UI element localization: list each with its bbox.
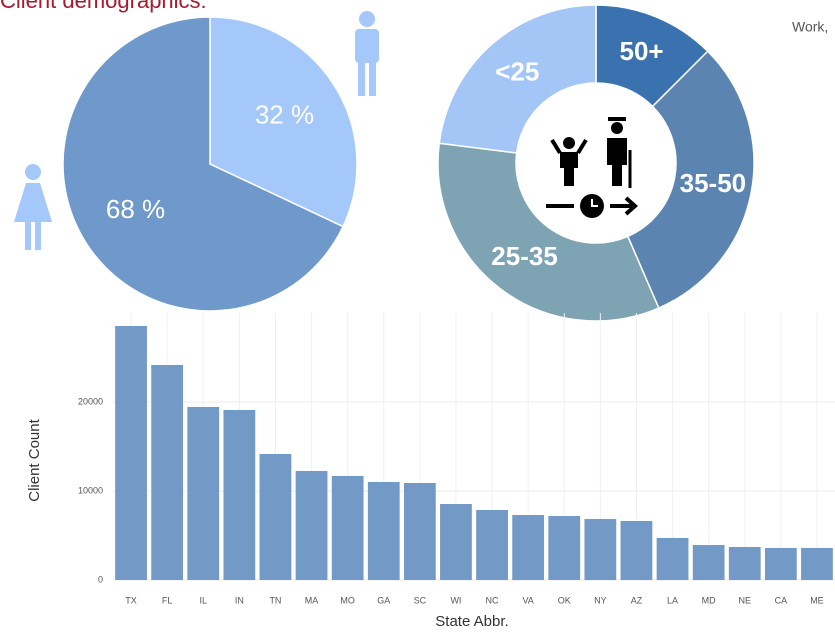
bar (764, 547, 797, 580)
x-tick-label: SC (414, 595, 427, 605)
bar (801, 547, 833, 580)
x-tick-label: TN (269, 595, 281, 605)
female-icon (14, 164, 52, 250)
slice-label: 32 % (255, 100, 314, 130)
donut-hole (516, 83, 676, 243)
bar (295, 470, 328, 580)
bar (656, 537, 689, 580)
bar (512, 515, 545, 580)
x-tick-label: MO (340, 595, 355, 605)
x-tick-label: MA (305, 595, 319, 605)
bar (476, 509, 508, 580)
x-tick-label: OK (558, 595, 571, 605)
x-tick-label: WI (450, 595, 461, 605)
bar (728, 546, 761, 580)
bar (367, 482, 400, 580)
y-axis-title: Client Count (26, 418, 43, 501)
x-tick-label: TX (125, 595, 137, 605)
y-tick-label: 10000 (78, 485, 103, 495)
x-tick-label: VA (522, 595, 533, 605)
x-tick-label: NC (486, 595, 499, 605)
slice-label: <25 (495, 57, 539, 87)
x-tick-label: NY (594, 595, 607, 605)
slice (209, 16, 358, 228)
slice-label: 35-50 (680, 168, 747, 198)
x-tick-label: AZ (631, 595, 643, 605)
y-tick-label: 0 (98, 574, 103, 584)
slice-label: 25-35 (491, 241, 558, 271)
bar (259, 453, 292, 580)
bar (403, 482, 436, 580)
x-tick-label: CA (775, 595, 788, 605)
x-tick-label: IN (235, 595, 244, 605)
x-tick-label: GA (377, 595, 390, 605)
slice (62, 16, 345, 312)
bar (187, 406, 220, 580)
bar (115, 325, 147, 580)
page-title: Client demographics: (0, 0, 207, 13)
x-tick-label: NE (738, 595, 751, 605)
y-tick-label: 20000 (78, 396, 103, 406)
bar (692, 545, 725, 580)
bar (548, 516, 581, 580)
x-tick-label: IL (199, 595, 207, 605)
x-tick-label: FL (162, 595, 173, 605)
bar (331, 475, 364, 580)
x-axis-title: State Abbr. (435, 613, 508, 630)
slice-label: 68 % (106, 194, 165, 224)
slice-label: 50+ (619, 36, 663, 66)
bar (151, 364, 184, 580)
bar (440, 503, 472, 580)
male-icon (355, 11, 379, 96)
page-note: Work, (792, 19, 828, 35)
x-tick-label: ME (810, 595, 824, 605)
x-tick-label: MD (702, 595, 716, 605)
x-tick-label: LA (667, 595, 678, 605)
bar (584, 519, 617, 580)
bar (620, 520, 653, 580)
age-icon (546, 117, 639, 218)
bar (223, 410, 256, 580)
